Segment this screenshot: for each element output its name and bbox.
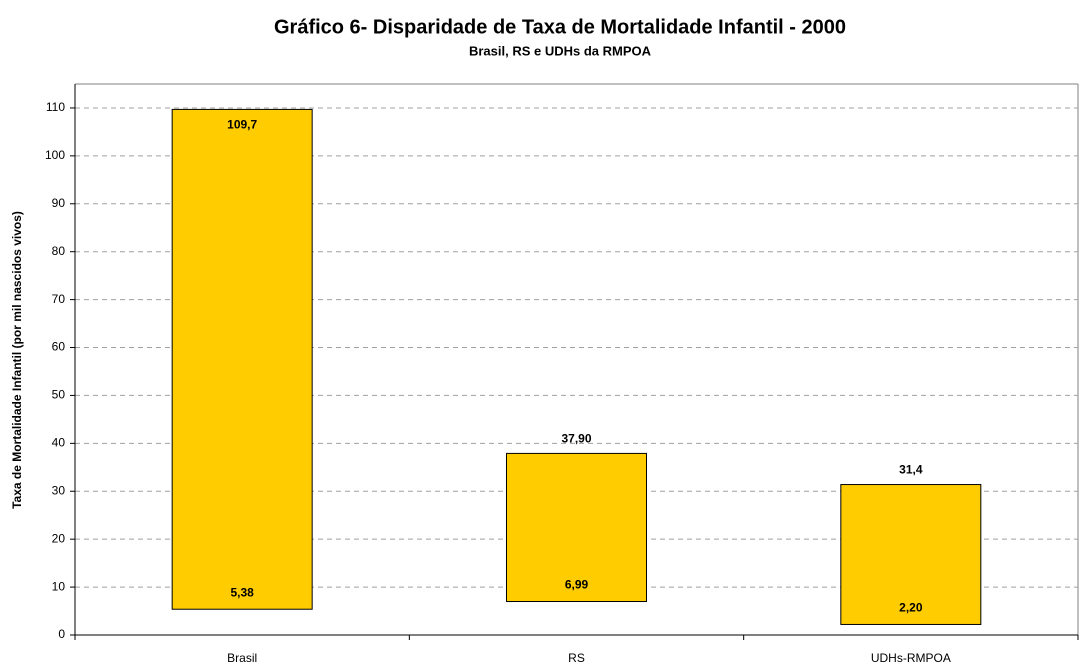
y-tick-label: 100 bbox=[45, 148, 65, 162]
value-label: 109,7 bbox=[227, 118, 257, 132]
value-label: 37,90 bbox=[561, 432, 591, 446]
y-tick-label: 90 bbox=[52, 196, 66, 210]
bar bbox=[171, 108, 313, 610]
y-tick-label: 10 bbox=[52, 579, 66, 593]
y-tick-label: 30 bbox=[52, 483, 66, 497]
y-tick-label: 110 bbox=[46, 100, 65, 114]
value-label: 5,38 bbox=[230, 585, 254, 599]
chart-title: Gráfico 6- Disparidade de Taxa de Mortal… bbox=[274, 16, 846, 38]
bar bbox=[840, 484, 982, 625]
bar bbox=[506, 452, 647, 603]
y-tick-label: 80 bbox=[52, 244, 66, 258]
y-axis-label: Taxa de Mortalidade Infantil (por mil na… bbox=[10, 211, 24, 509]
value-label: 2,20 bbox=[899, 601, 923, 615]
y-tick-label: 0 bbox=[58, 627, 65, 641]
y-tick-label: 70 bbox=[52, 292, 66, 306]
y-tick-label: 50 bbox=[52, 388, 66, 402]
chart-subtitle: Brasil, RS e UDHs da RMPOA bbox=[469, 43, 652, 58]
y-tick-label: 20 bbox=[52, 531, 66, 545]
y-tick-label: 60 bbox=[52, 340, 66, 354]
x-tick-label: RS bbox=[568, 651, 585, 665]
x-tick-label: UDHs-RMPOA bbox=[871, 651, 951, 665]
value-label: 31,4 bbox=[899, 463, 923, 477]
y-tick-label: 40 bbox=[52, 436, 66, 450]
value-label: 6,99 bbox=[565, 578, 589, 592]
x-tick-label: Brasil bbox=[227, 651, 257, 665]
